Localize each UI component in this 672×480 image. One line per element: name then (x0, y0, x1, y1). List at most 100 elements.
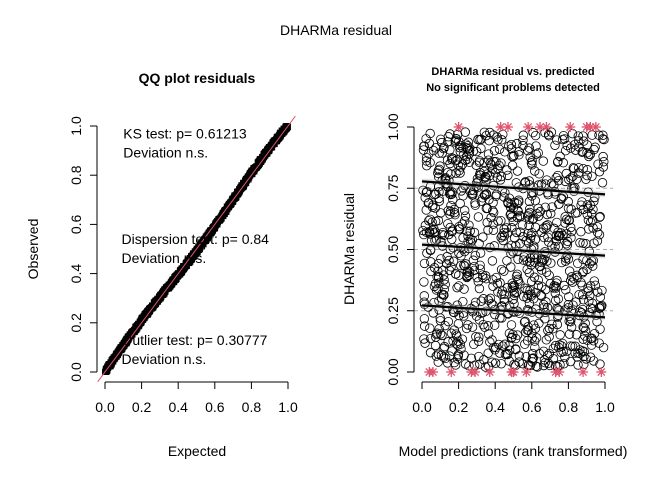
rp-point (474, 283, 485, 294)
rp-point (525, 152, 535, 162)
rp-point (594, 303, 605, 313)
rp-point (429, 281, 440, 292)
rp-point (564, 329, 575, 339)
rp-point (492, 172, 502, 183)
rp-point (487, 256, 498, 266)
rp-point (564, 266, 575, 276)
rp-point (579, 359, 589, 370)
rp-point (599, 157, 609, 167)
rp-point (437, 289, 447, 299)
rp-point (559, 134, 570, 144)
rp-point (588, 255, 598, 266)
rp-point (532, 362, 543, 372)
rp-point (424, 198, 434, 208)
rp-point (474, 157, 484, 167)
rp-point (550, 288, 560, 298)
rp-point (457, 219, 468, 229)
rp-point (502, 256, 512, 266)
rp-point (587, 304, 598, 314)
rp-point (443, 316, 454, 327)
rp-axes: 0.0 0.2 0.4 0.6 0.8 1.0 0.00 0.25 0.50 0.75 1.00 (385, 113, 615, 415)
rp-point (489, 320, 500, 330)
qq-points (102, 123, 291, 375)
rp-point (464, 146, 475, 156)
rp-point (489, 146, 500, 156)
rp-point (570, 341, 580, 351)
rp-point (496, 359, 506, 369)
rp-point (503, 198, 513, 209)
rp-point (539, 232, 549, 243)
rp-point (439, 341, 450, 352)
rp-point (503, 170, 513, 181)
rp-point (582, 335, 593, 345)
rp-point (511, 333, 521, 344)
rp-point (582, 209, 592, 220)
rp-point (458, 244, 469, 254)
rp-point (531, 141, 541, 151)
rp-point (540, 202, 550, 213)
rp-point (507, 223, 517, 233)
rp-point (477, 270, 488, 280)
rp-point (418, 145, 429, 155)
rp-point (502, 282, 513, 293)
rp-point (534, 169, 544, 179)
rp-point (526, 276, 537, 287)
qq-test-annotation: Dispersion test: p= 0.84 (121, 231, 269, 247)
rp-point (533, 203, 543, 213)
rp-point (478, 294, 489, 304)
rp-point (428, 308, 438, 318)
rp-point (553, 231, 564, 242)
rp-point (433, 165, 444, 176)
rp-point (439, 290, 449, 300)
rp-point (423, 198, 433, 208)
rp-point (539, 360, 549, 371)
rp-point (541, 297, 551, 307)
rp-point (419, 258, 430, 269)
rp-point (558, 158, 568, 168)
rp-point (426, 257, 436, 267)
rp-point (469, 261, 480, 272)
rp-point (564, 316, 574, 326)
rp-point (494, 339, 504, 350)
rp-point (419, 229, 429, 240)
rp-point (589, 276, 600, 286)
rp-outlier-star (541, 122, 552, 132)
rp-point (446, 262, 456, 272)
rp-point (509, 288, 520, 298)
rp-point (502, 228, 513, 238)
rp-point (530, 342, 540, 353)
rp-point (578, 295, 589, 305)
rp-point (576, 277, 586, 288)
rp-outlier-star (554, 367, 565, 377)
rp-point (419, 291, 429, 301)
rp-point (531, 361, 541, 371)
rp-point (522, 335, 533, 346)
rp-point (437, 176, 447, 186)
rp-point (550, 340, 561, 351)
rp-point (522, 325, 533, 335)
rp-point (577, 304, 588, 315)
rp-point (496, 264, 507, 275)
rp-point (506, 143, 517, 154)
rp-point (592, 222, 603, 232)
rp-point (578, 266, 588, 277)
rp-point (426, 266, 436, 277)
rp-point (424, 149, 434, 159)
rp-point (520, 177, 531, 187)
rp-point (511, 345, 521, 355)
rp-point (527, 348, 538, 359)
qq-y-tick-label: 0.0 (68, 362, 84, 382)
rp-point (432, 328, 442, 338)
rp-y-tick-label: 0.75 (385, 174, 401, 201)
rp-point (453, 349, 464, 360)
rp-point (426, 333, 436, 344)
rp-point (544, 348, 555, 359)
rp-point (508, 247, 518, 257)
rp-point (503, 243, 513, 253)
rp-point (491, 272, 501, 283)
rp-point (586, 209, 597, 219)
rp-point (552, 312, 563, 322)
rp-point (535, 262, 545, 272)
rp-point (500, 147, 510, 157)
rp-y-tick-label: 0.50 (385, 236, 401, 263)
